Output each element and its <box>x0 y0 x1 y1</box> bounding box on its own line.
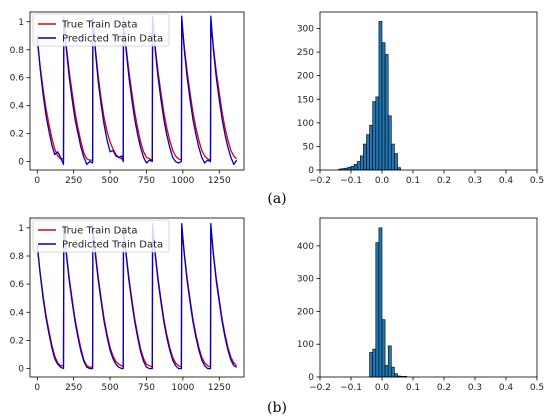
y-tick-label: 1 <box>18 224 24 234</box>
x-tick-label: 750 <box>138 176 155 186</box>
histogram-bar <box>394 373 398 378</box>
plot-frame <box>29 217 245 378</box>
histogram-bar <box>381 42 386 171</box>
histogram-b: −0.2 −0.1 0.0 0.1 0.2 0.3 0.4 0.5 0 100 200 300 400 <box>297 217 544 393</box>
y-tick-label: 0 <box>308 166 314 176</box>
line-chart-b: 0 250 500 750 1000 1250 0 0.2 0.4 0.6 0.8 1 True Tra… <box>10 217 245 393</box>
y-tick-label: 100 <box>297 340 314 350</box>
x-tick-label: 250 <box>65 383 82 393</box>
y-tick-label: 150 <box>297 95 314 105</box>
y-tick-label: 0.6 <box>10 74 25 84</box>
histogram-bar <box>350 165 355 171</box>
x-tick-label: 1000 <box>171 383 194 393</box>
x-tick-label: −0.1 <box>340 176 362 186</box>
histogram-bar <box>390 366 395 378</box>
x-tick-label: 0 <box>34 176 40 186</box>
histogram-bar <box>369 124 374 171</box>
x-tick-label: −0.2 <box>309 383 331 393</box>
x-tick-label: −0.1 <box>340 383 362 393</box>
histogram-bar <box>372 101 377 171</box>
plot-frame <box>319 217 538 378</box>
y-tick-label: 0 <box>308 373 314 383</box>
x-tick-label: 0.5 <box>530 176 544 186</box>
histogram-a: −0.2 −0.1 0.0 0.1 0.2 0.3 0.4 0.5 0 50 100 150 200 25… <box>297 11 544 186</box>
histogram-bar <box>381 319 386 378</box>
x-tick-label: 0.0 <box>375 176 390 186</box>
histogram-bar <box>359 155 364 171</box>
panel-label-a: (a) <box>267 191 286 207</box>
y-tick-label: 0 <box>18 158 24 168</box>
y-tick-label: 300 <box>297 25 314 35</box>
y-tick-label: 400 <box>297 242 314 252</box>
histogram-bar <box>366 134 370 171</box>
y-tick-label: 0.2 <box>10 130 24 140</box>
panel-label-b: (b) <box>267 400 287 416</box>
histogram-bar <box>363 143 367 171</box>
x-tick-label: 750 <box>138 383 155 393</box>
histogram-bar <box>375 96 380 171</box>
histogram-bar <box>378 21 383 171</box>
x-tick-label: 0.4 <box>499 176 514 186</box>
legend-label: Predicted Train Data <box>62 34 163 45</box>
x-tick-label: 0.0 <box>375 383 390 393</box>
x-tick-label: 0.1 <box>406 383 420 393</box>
histogram-bar <box>384 54 389 171</box>
legend-label: True Train Data <box>61 226 137 237</box>
y-tick-label: 1 <box>18 18 24 28</box>
plot-frame <box>319 11 538 171</box>
y-tick-label: 0 <box>18 365 24 375</box>
x-tick-label: 0.2 <box>437 383 451 393</box>
y-tick-label: 100 <box>297 119 314 129</box>
series-line-true <box>36 21 238 161</box>
y-tick-label: 250 <box>297 48 314 58</box>
histogram-bar <box>375 242 380 378</box>
x-tick-label: 0.3 <box>468 176 482 186</box>
y-tick-label: 50 <box>303 142 315 152</box>
histogram-bar <box>353 164 358 171</box>
histogram-bar <box>356 161 361 171</box>
x-tick-label: 0.4 <box>499 383 514 393</box>
x-tick-label: 0.1 <box>406 176 420 186</box>
histogram-bar <box>387 115 392 171</box>
y-tick-label: 0.8 <box>10 46 25 56</box>
legend-label: True Train Data <box>61 20 137 31</box>
histogram-bar <box>387 345 392 378</box>
y-tick-label: 0.6 <box>10 280 25 290</box>
x-tick-label: 1250 <box>208 176 231 186</box>
legend-box <box>32 219 170 253</box>
y-tick-label: 0.2 <box>10 336 24 346</box>
histogram-bar <box>390 143 395 171</box>
x-tick-label: 500 <box>101 383 118 393</box>
series-line-predicted <box>36 15 238 166</box>
y-tick-label: 200 <box>297 307 314 317</box>
y-tick-label: 0.8 <box>10 252 25 262</box>
histogram-bar <box>384 365 389 378</box>
y-tick-label: 0.4 <box>10 102 25 112</box>
histogram-bar <box>369 352 374 378</box>
legend-label: Predicted Train Data <box>62 240 163 251</box>
x-tick-label: 1250 <box>208 383 231 393</box>
x-tick-label: 1000 <box>171 176 194 186</box>
histogram-bar <box>394 153 398 171</box>
plot-frame <box>29 11 245 171</box>
x-tick-label: 0.5 <box>530 383 544 393</box>
x-tick-label: 0.2 <box>437 176 451 186</box>
histogram-bar <box>347 166 352 171</box>
y-tick-label: 200 <box>297 72 314 82</box>
series-line-predicted <box>36 222 237 370</box>
x-tick-label: 0 <box>34 383 40 393</box>
x-tick-label: 0.3 <box>468 383 482 393</box>
y-tick-label: 300 <box>297 275 314 285</box>
x-tick-label: −0.2 <box>309 176 331 186</box>
x-tick-label: 500 <box>101 176 118 186</box>
line-chart-a: 0 250 500 750 1000 1250 0 0.2 0.4 0.6 0.8 1 True Tra… <box>10 11 245 186</box>
legend-box <box>32 13 170 47</box>
x-tick-label: 250 <box>65 176 82 186</box>
histogram-bar <box>372 348 377 378</box>
histogram-bar <box>378 227 383 378</box>
y-tick-label: 0.4 <box>10 308 25 318</box>
